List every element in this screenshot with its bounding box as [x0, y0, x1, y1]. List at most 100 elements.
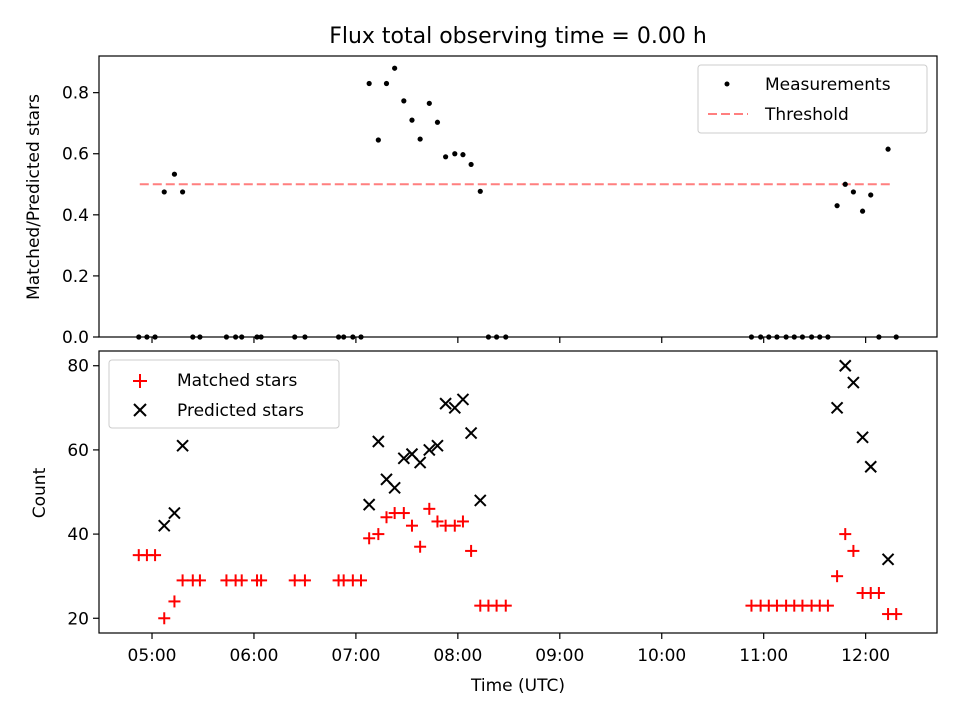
legend-threshold: Threshold	[764, 105, 849, 125]
measurement-point	[868, 192, 874, 198]
predicted-star-point	[413, 456, 427, 469]
bottom-y-axis: 20 40 60 80	[67, 357, 99, 629]
matched-star-point	[890, 608, 903, 621]
measurement-point	[161, 189, 167, 195]
bottom-y-axis-label: Count	[30, 467, 50, 518]
measurement-point	[774, 334, 780, 340]
predicted-star-point	[881, 553, 895, 566]
measurement-point	[799, 334, 806, 340]
predicted-star-point	[431, 439, 444, 452]
predicted-star-point	[439, 397, 452, 410]
bottom-plot-frame	[98, 350, 938, 634]
predicted-stars-points	[158, 359, 895, 566]
top-legend-box	[697, 64, 928, 134]
measurement-point	[239, 334, 245, 340]
x-tick-label: 09:00	[535, 646, 584, 666]
measurement-point	[758, 334, 764, 340]
measurement-point	[350, 334, 356, 340]
top-y-tick-label: 0.8	[62, 84, 89, 104]
matched-stars-points	[132, 502, 903, 625]
matched-star-point	[831, 570, 844, 583]
predicted-star-point	[830, 401, 844, 415]
matched-star-point	[168, 595, 181, 608]
measurement-point	[503, 334, 509, 340]
matched-star-point	[355, 574, 368, 587]
matched-star-point	[847, 544, 860, 557]
top-x-ticks	[151, 337, 867, 343]
measurement-point	[443, 154, 449, 160]
measurement-point	[893, 334, 899, 340]
measurement-point	[485, 334, 492, 340]
predicted-star-point	[839, 359, 852, 372]
matched-star-point	[431, 515, 444, 528]
measurement-point	[842, 181, 848, 187]
predicted-star-point	[388, 481, 401, 494]
predicted-star-point	[176, 439, 189, 452]
top-y-tick-label: 0.6	[62, 145, 89, 165]
x-tick-label: 06:00	[229, 646, 278, 666]
predicted-star-point	[856, 431, 869, 444]
matched-star-point	[380, 511, 393, 524]
predicted-star-point	[474, 494, 487, 507]
matched-star-point	[397, 507, 410, 520]
measurement-point	[809, 334, 815, 340]
matched-star-point	[499, 599, 512, 612]
matched-star-point	[821, 599, 834, 612]
measurement-point	[197, 334, 203, 340]
matched-star-point	[158, 612, 171, 625]
measurement-point	[358, 334, 364, 340]
measurement-point	[477, 188, 483, 194]
measurement-point	[748, 334, 755, 340]
matched-star-point	[176, 574, 189, 587]
measurement-point	[426, 100, 432, 106]
measurement-point	[791, 334, 797, 340]
matched-star-point	[298, 574, 311, 587]
matched-star-point	[372, 528, 385, 541]
matched-star-point	[465, 544, 478, 557]
matched-star-point	[149, 549, 162, 562]
top-legend: Measurements Threshold	[697, 64, 928, 134]
measurement-point	[850, 189, 857, 195]
x-tick-label: 08:00	[433, 646, 482, 666]
top-y-tick-label: 0.2	[62, 267, 89, 287]
predicted-star-point	[423, 443, 436, 457]
measurement-point	[468, 161, 474, 168]
measurement-point	[493, 334, 500, 340]
predicted-star-point	[158, 519, 171, 532]
measurement-point	[885, 146, 891, 152]
x-tick-label: 05:00	[128, 646, 177, 666]
measurement-point	[817, 334, 823, 340]
measurement-point	[417, 136, 423, 142]
predicted-star-point	[168, 506, 181, 520]
top-y-tick-label: 0.4	[62, 206, 89, 226]
chart-title: Flux total observing time = 0.00 h	[329, 24, 707, 49]
matched-star-point	[448, 519, 461, 532]
matched-star-point	[839, 528, 852, 541]
matched-legend-marker	[133, 374, 147, 388]
measurement-point	[859, 208, 866, 214]
top-y-axis-label: Matched/Predicted stars	[24, 94, 44, 300]
x-tick-label: 11:00	[739, 646, 788, 666]
legend-matched-stars: Matched stars	[177, 371, 297, 391]
measurement-point	[783, 334, 789, 340]
predicted-star-point	[362, 498, 376, 511]
bottom-legend-box	[108, 359, 340, 429]
predicted-legend-marker	[133, 403, 147, 417]
measurement-point	[766, 334, 772, 340]
matched-star-point	[235, 574, 248, 587]
predicted-star-point	[456, 393, 470, 406]
legend-predicted-stars: Predicted stars	[177, 401, 304, 421]
matched-star-point	[423, 502, 436, 515]
x-tick-label: 10:00	[637, 646, 686, 666]
measurement-point	[335, 334, 342, 340]
top-plot-frame	[98, 55, 938, 338]
predicted-star-point	[397, 452, 411, 465]
measurement-point	[258, 334, 264, 340]
matched-star-point	[405, 519, 418, 532]
matched-star-point	[288, 574, 301, 587]
top-y-axis: 0.0 0.2 0.4 0.6 0.8	[62, 84, 99, 348]
measurement-point	[190, 334, 196, 340]
measurement-point	[341, 334, 347, 340]
bottom-x-axis: 05:00 06:00 07:00 08:00 09:00 10:00 11:00 12:00	[128, 633, 890, 666]
